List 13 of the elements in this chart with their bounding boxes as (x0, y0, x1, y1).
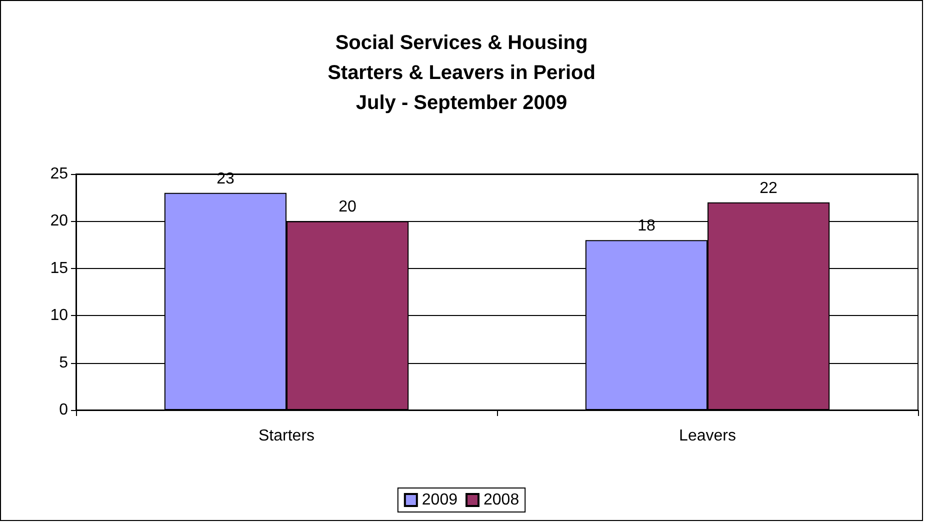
x-tick-label: Starters (258, 428, 315, 444)
y-tick-label: 5 (59, 354, 68, 372)
data-label: 20 (338, 198, 357, 216)
legend-label: 2008 (484, 492, 520, 508)
chart-title: Social Services & Housing Starters & Leavers in Period July - September 2009 (328, 32, 596, 114)
y-tick-label: 10 (50, 307, 68, 324)
y-tick-label: 20 (50, 212, 68, 230)
y-tick-label: 0 (59, 402, 68, 418)
data-label: 22 (760, 180, 778, 197)
y-tick-label: 15 (50, 260, 68, 277)
x-tick-label: Leavers (679, 428, 736, 444)
legend-label: 2009 (422, 492, 458, 508)
y-tick-label: 25 (50, 166, 68, 182)
